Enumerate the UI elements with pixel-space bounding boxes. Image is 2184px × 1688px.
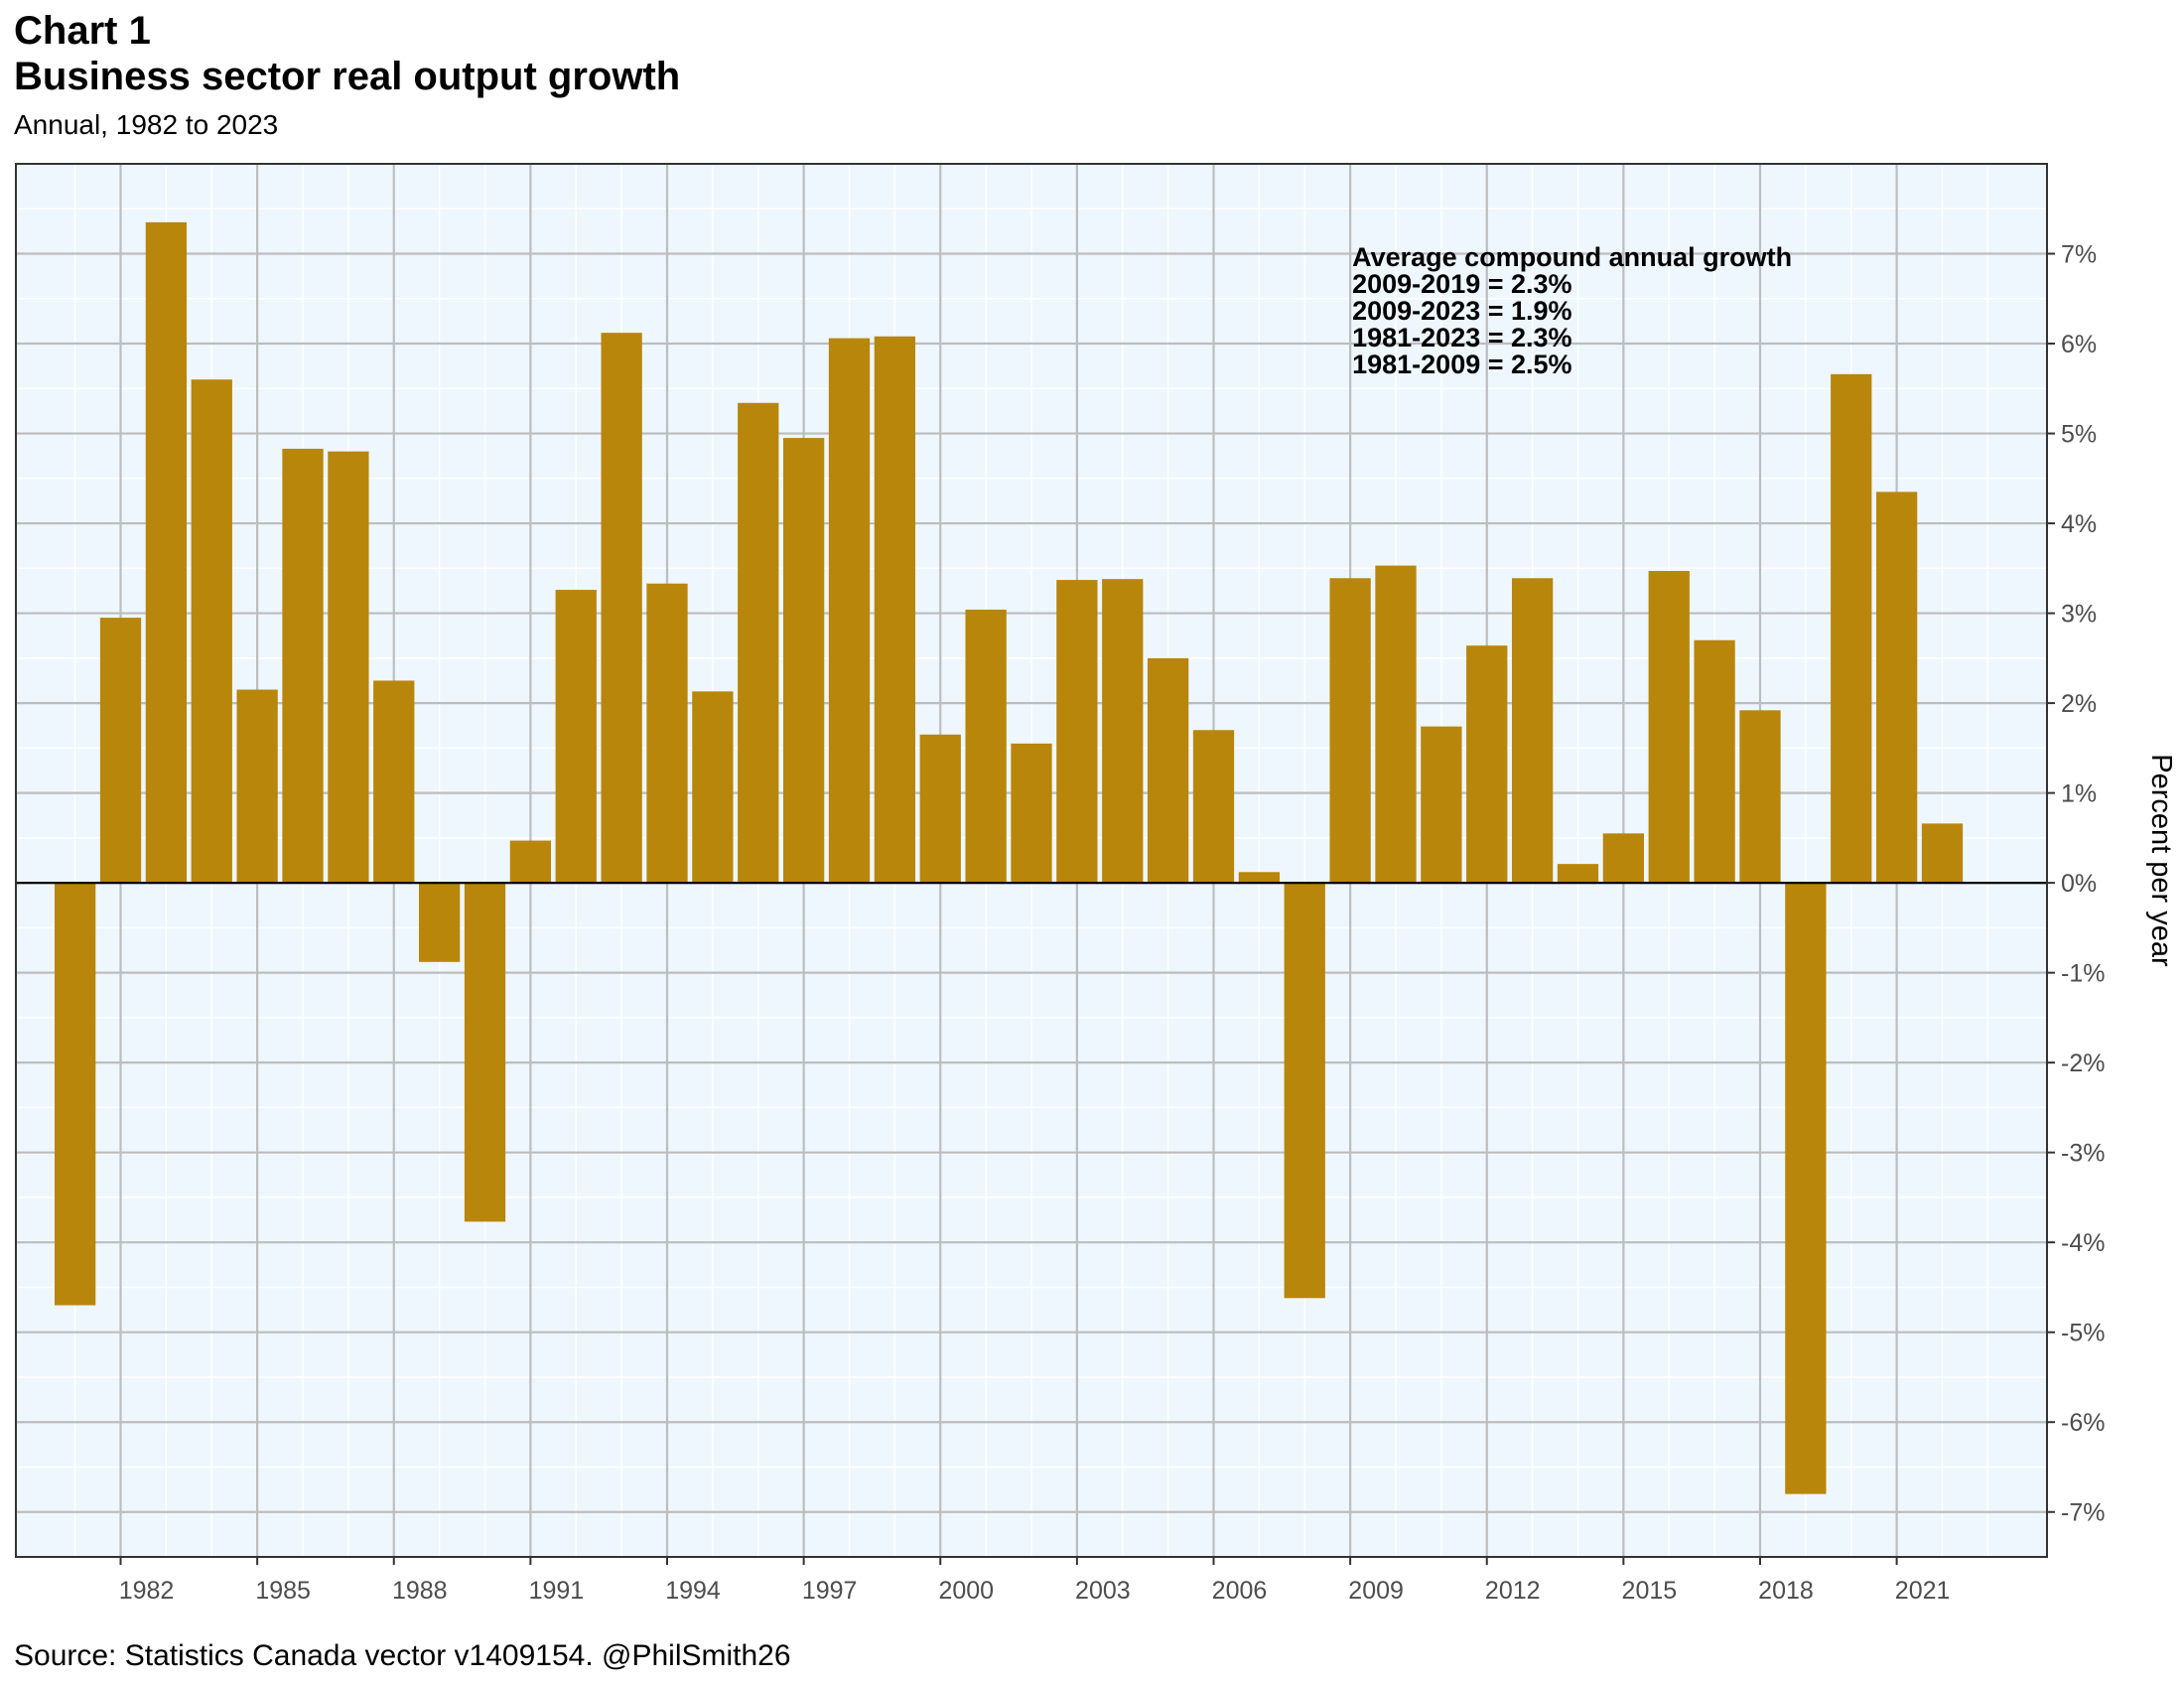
y-tick-label: -7% <box>2061 1499 2105 1527</box>
bar-2017 <box>1694 639 1735 884</box>
x-tick-label: 1985 <box>255 1577 311 1605</box>
bar-1997 <box>782 438 825 884</box>
bar-2013 <box>1511 578 1554 884</box>
bar-1987 <box>328 451 369 884</box>
annotation-line: 1981-2009 = 2.5% <box>1352 350 1571 379</box>
bar-1995 <box>692 691 734 884</box>
chart-subtitle: Annual, 1982 to 2023 <box>14 109 279 140</box>
bar-2018 <box>1739 710 1781 884</box>
x-tick-label: 1994 <box>665 1577 721 1605</box>
bar-2019 <box>1785 883 1827 1494</box>
bar-2006 <box>1192 730 1235 884</box>
bar-2007 <box>1238 872 1281 884</box>
bar-2000 <box>919 734 961 884</box>
x-tick-label: 2009 <box>1348 1577 1404 1605</box>
y-tick-label: 1% <box>2061 780 2097 808</box>
x-tick-label: 1997 <box>802 1577 858 1605</box>
y-tick-label: -1% <box>2061 960 2105 988</box>
bar-2011 <box>1421 726 1462 884</box>
y-tick-label: -5% <box>2061 1320 2105 1347</box>
bar-1994 <box>646 583 688 884</box>
bar-1986 <box>282 448 324 884</box>
x-tick-label: 2006 <box>1212 1577 1268 1605</box>
bar-1984 <box>191 379 232 884</box>
x-tick-label: 2003 <box>1075 1577 1131 1605</box>
y-tick-label: 6% <box>2061 331 2097 358</box>
y-tick-label: 3% <box>2061 601 2097 629</box>
bars <box>54 221 1964 1494</box>
bar-1983 <box>145 221 188 884</box>
bar-1981 <box>54 883 96 1306</box>
annotation: Average compound annual growth 2009-2019… <box>1352 242 1792 379</box>
y-tick-label: -6% <box>2061 1409 2105 1437</box>
annotation-line: 1981-2023 = 2.3% <box>1352 323 1571 352</box>
title-block: Chart 1 Business sector real output grow… <box>14 8 680 145</box>
bar-2005 <box>1147 657 1189 884</box>
x-tick-label: 1982 <box>119 1577 175 1605</box>
x-tick-label: 1991 <box>529 1577 585 1605</box>
bar-1985 <box>236 689 278 884</box>
x-tick-label: 1988 <box>392 1577 448 1605</box>
y-tick-label: 5% <box>2061 421 2097 449</box>
x-tick-label: 2000 <box>938 1577 994 1605</box>
chart-number: Chart 1 <box>14 9 151 53</box>
bar-2015 <box>1602 833 1645 884</box>
x-tick-label: 2015 <box>1622 1577 1678 1605</box>
annotation-line: 2009-2019 = 2.3% <box>1352 269 1571 299</box>
bar-chart: 1982 1985 1988 1991 1994 1997 2000 2003 2006 2009… <box>15 163 2177 1605</box>
bar-1990 <box>464 883 506 1222</box>
bar-1988 <box>373 680 415 884</box>
bar-2002 <box>1011 743 1052 884</box>
chart-title: Business sector real output growth <box>14 55 681 98</box>
bar-1998 <box>828 338 871 884</box>
y-tick-label: -3% <box>2061 1140 2105 1168</box>
bar-2001 <box>965 609 1007 884</box>
x-axis: 1982 1985 1988 1991 1994 1997 2000 2003 2006 2009… <box>119 1557 1951 1605</box>
y-tick-label: -2% <box>2061 1050 2105 1077</box>
x-tick-label: 2018 <box>1758 1577 1814 1605</box>
y-tick-label: 0% <box>2061 870 2097 898</box>
plot-border <box>15 163 2048 1558</box>
bar-2012 <box>1466 645 1508 884</box>
y-axis-label: Percent per year <box>2145 754 2177 967</box>
x-tick-label: 2021 <box>1895 1577 1951 1605</box>
bar-1992 <box>555 590 597 884</box>
bar-2020 <box>1831 373 1872 884</box>
bar-2021 <box>1875 492 1918 884</box>
bar-2010 <box>1375 565 1417 884</box>
y-tick-label: -4% <box>2061 1229 2105 1257</box>
bar-2016 <box>1648 571 1690 884</box>
bar-1982 <box>99 618 142 884</box>
bar-1991 <box>509 840 552 884</box>
x-tick-label: 2012 <box>1485 1577 1541 1605</box>
bar-2003 <box>1056 580 1098 884</box>
y-axis: 7% 6% 5% 4% 3% 2% 1% 0% -1% -2% -3% -4% -5% -6% -7% <box>2047 241 2105 1527</box>
bar-2009 <box>1329 578 1371 884</box>
bar-2008 <box>1284 883 1325 1299</box>
y-tick-label: 4% <box>2061 510 2097 538</box>
annotation-heading: Average compound annual growth <box>1352 242 1792 272</box>
y-tick-label: 2% <box>2061 690 2097 718</box>
bar-2004 <box>1102 579 1144 884</box>
bar-1999 <box>874 336 916 884</box>
y-tick-label: 7% <box>2061 241 2097 269</box>
bar-2014 <box>1557 864 1599 884</box>
bar-1993 <box>601 333 642 884</box>
bar-1989 <box>418 883 461 962</box>
bar-1996 <box>738 402 779 884</box>
bar-2022 <box>1921 823 1964 884</box>
annotation-line: 2009-2023 = 1.9% <box>1352 296 1571 326</box>
source-note: Source: Statistics Canada vector v140915… <box>14 1639 791 1672</box>
